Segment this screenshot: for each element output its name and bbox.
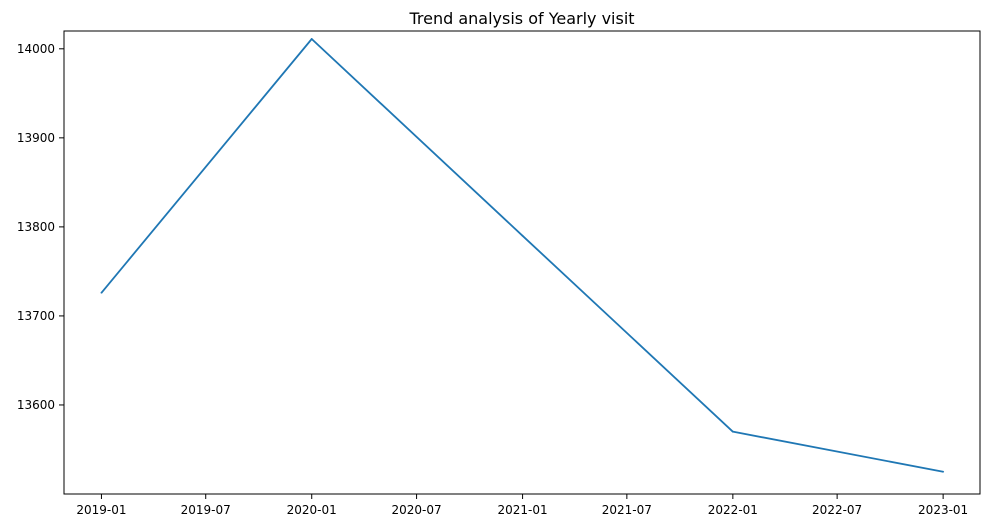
- data-point: [100, 291, 103, 294]
- y-axis: 13600 13700 13800 13900 14000: [17, 42, 64, 412]
- x-tick-label: 2019-01: [76, 503, 126, 517]
- y-tick-label: 13800: [17, 220, 55, 234]
- data-point: [942, 470, 945, 473]
- x-tick-label: 2020-07: [392, 503, 442, 517]
- chart-title: Trend analysis of Yearly visit: [408, 9, 634, 28]
- y-tick-label: 13700: [17, 309, 55, 323]
- x-tick-label: 2023-01: [918, 503, 968, 517]
- data-point: [731, 430, 734, 433]
- x-tick-label: 2022-01: [708, 503, 758, 517]
- data-point: [521, 234, 524, 237]
- data-point: [310, 38, 313, 40]
- x-tick-label: 2019-07: [181, 503, 231, 517]
- x-axis: 2019-01 2019-07 2020-01 2020-07 2021-01 2021-…: [76, 494, 968, 517]
- y-tick-label: 13600: [17, 398, 55, 412]
- y-tick-label: 14000: [17, 42, 55, 56]
- x-tick-label: 2021-01: [498, 503, 548, 517]
- x-tick-label: 2022-07: [812, 503, 862, 517]
- y-tick-label: 13900: [17, 131, 55, 145]
- x-tick-label: 2021-07: [602, 503, 652, 517]
- plot-area-frame: [63, 30, 981, 495]
- x-tick-label: 2020-01: [287, 503, 337, 517]
- series-layer: [100, 38, 945, 473]
- series-line: [100, 38, 944, 473]
